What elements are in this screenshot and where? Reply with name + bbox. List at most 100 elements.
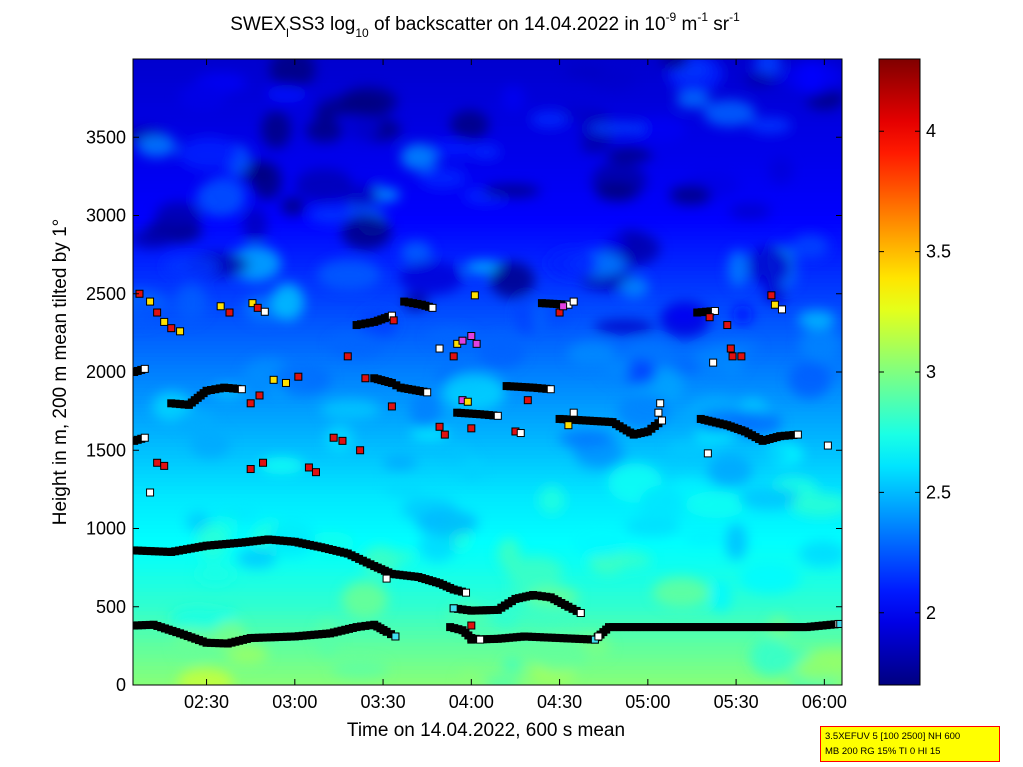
heatmap-band (133, 289, 842, 295)
layer-marker (462, 588, 471, 597)
heatmap-blob (639, 485, 684, 522)
heatmap-band (133, 450, 842, 455)
heatmap-band (133, 422, 842, 428)
colorbar-tick-label: 3.5 (926, 242, 951, 262)
heatmap-band (133, 442, 842, 447)
heatmap-blob (558, 429, 613, 448)
heatmap-blob (261, 110, 292, 149)
layer-marker (476, 635, 485, 644)
heatmap-band (133, 465, 842, 471)
heatmap-band (133, 70, 842, 76)
heatmap-blob (329, 332, 385, 358)
heatmap-band (133, 211, 842, 217)
y-axis: 0 500 1000 1500 2000 2500 3000 3500 (86, 127, 842, 695)
heatmap-band (133, 657, 842, 663)
heatmap-band (133, 438, 842, 444)
layer-marker (389, 316, 398, 325)
heatmap-blob (788, 360, 831, 399)
y-tick-label: 3000 (86, 206, 126, 226)
layer-marker (176, 327, 185, 336)
heatmap-band (133, 622, 842, 627)
colorbar-tick-label: 2 (926, 603, 936, 623)
y-tick-label: 2500 (86, 284, 126, 304)
layer-marker (709, 358, 718, 367)
heatmap-blob (410, 428, 449, 441)
heatmap-blob (593, 319, 655, 335)
layer-marker (140, 433, 149, 442)
heatmap-texture (133, 59, 842, 685)
heatmap-band (133, 278, 842, 283)
heatmap-band (133, 246, 842, 252)
layer-marker (343, 352, 352, 361)
layer-marker (382, 574, 391, 583)
heatmap-band (133, 207, 842, 213)
heatmap-blob (660, 59, 689, 69)
heatmap-blob (196, 563, 235, 585)
heatmap-blob (266, 84, 308, 104)
settings-line-2: MB 200 RG 15% TI 0 HI 15 (825, 746, 941, 757)
layer-marker (329, 433, 338, 442)
heatmap-blob (271, 283, 305, 321)
heatmap-blob (501, 657, 523, 673)
heatmap-blob (557, 105, 607, 120)
heatmap-band (133, 567, 842, 573)
heatmap-band (133, 305, 842, 310)
heatmap-band (133, 133, 842, 138)
layer-marker (569, 297, 578, 306)
heatmap-band (133, 321, 842, 326)
settings-info-box: 3.5XEFUV 5 [100 2500] NH 600 MB 200 RG 1… (820, 726, 1000, 762)
heatmap-blob (196, 179, 246, 218)
heatmap-blob (500, 85, 526, 112)
layer-marker (470, 291, 479, 300)
heatmap-band (133, 618, 842, 623)
heatmap-band (133, 508, 842, 514)
layer-marker (516, 429, 525, 438)
layer-marker (311, 468, 320, 477)
heatmap-band (133, 602, 842, 608)
heatmap-blob (667, 439, 713, 462)
heatmap-blob (619, 276, 649, 299)
heatmap-blob (652, 577, 710, 608)
layer-marker (654, 408, 663, 417)
heatmap-band (133, 598, 842, 604)
layer-marker (594, 632, 603, 641)
heatmap-band (133, 481, 842, 487)
heatmap-band (133, 645, 842, 651)
heatmap-band (133, 176, 842, 181)
heatmap-blob (169, 606, 227, 629)
heatmap-blob (307, 206, 354, 224)
heatmap-band (133, 661, 842, 667)
heatmap-band (133, 536, 842, 541)
layer-marker (294, 372, 303, 381)
layer-marker (281, 378, 290, 387)
x-tick-label: 04:00 (449, 692, 494, 712)
heatmap-band (133, 540, 842, 545)
heatmap-band (133, 74, 842, 80)
heatmap-blob (798, 540, 842, 568)
colorbar-tick-label: 2.5 (926, 482, 951, 502)
heatmap-band (133, 548, 842, 553)
layer-marker (435, 344, 444, 353)
x-tick-label: 05:00 (625, 692, 670, 712)
layer-marker (703, 449, 712, 458)
heatmap-band (133, 223, 842, 228)
heatmap-blob (748, 117, 792, 134)
heatmap-band (133, 168, 842, 174)
heatmap-blob (400, 143, 438, 171)
heatmap-blob (595, 182, 637, 201)
heatmap-band (133, 551, 842, 557)
layer-marker (146, 488, 155, 497)
heatmap-blob (725, 523, 748, 561)
heatmap-band (133, 82, 842, 87)
colorbar-tick-label: 3 (926, 362, 936, 382)
heatmap-blob (409, 390, 442, 430)
heatmap-blob (176, 409, 216, 433)
heatmap-band (133, 544, 842, 549)
heatmap-band (133, 591, 842, 596)
layer-marker (467, 332, 476, 341)
heatmap-band (133, 293, 842, 299)
heatmap-band (133, 489, 842, 494)
layer-marker (657, 416, 666, 425)
heatmap-blob (258, 456, 305, 475)
layer-marker (793, 430, 802, 439)
